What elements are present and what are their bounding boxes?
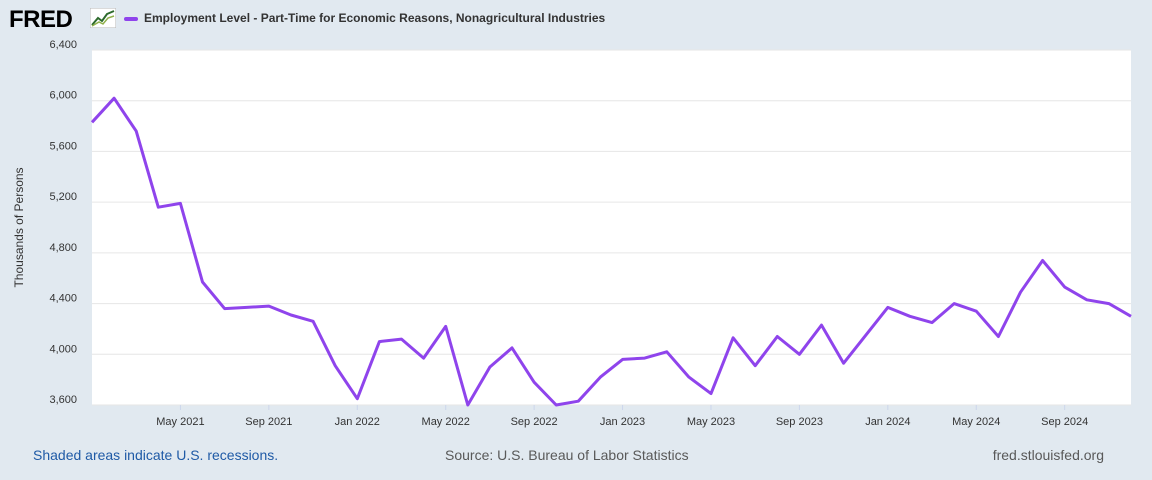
data-point[interactable] [1017, 288, 1025, 296]
data-point[interactable] [751, 362, 759, 370]
data-point[interactable] [906, 312, 914, 320]
data-point[interactable] [884, 303, 892, 311]
site-link[interactable]: fred.stlouisfed.org [992, 447, 1104, 463]
data-point[interactable] [818, 321, 826, 329]
plot-area [92, 50, 1131, 405]
x-tick-label: May 2021 [156, 416, 204, 428]
x-tick-label: Jan 2022 [335, 416, 380, 428]
data-point[interactable] [950, 300, 958, 308]
data-point[interactable] [641, 354, 649, 362]
legend-swatch [124, 17, 138, 21]
data-point[interactable] [88, 118, 96, 126]
data-point[interactable] [707, 390, 715, 398]
y-tick-label: 4,800 [49, 242, 77, 254]
x-tick-label: May 2024 [952, 416, 1000, 428]
data-point[interactable] [972, 307, 980, 315]
data-point[interactable] [398, 335, 406, 343]
data-point[interactable] [154, 203, 162, 211]
data-point[interactable] [663, 348, 671, 356]
data-point[interactable] [265, 302, 273, 310]
line-chart: 3,600 4,000 4,400 4,800 5,200 5,600 6,000 6,400… [12, 39, 1135, 428]
data-point[interactable] [1039, 257, 1047, 265]
y-tick-label: 6,000 [49, 90, 77, 102]
y-tick-label: 4,400 [49, 293, 77, 305]
source-note[interactable]: Source: U.S. Bureau of Labor Statistics [445, 447, 689, 463]
data-point[interactable] [375, 338, 383, 346]
data-point[interactable] [331, 362, 339, 370]
data-point[interactable] [420, 354, 428, 362]
data-point[interactable] [243, 303, 251, 311]
data-point[interactable] [287, 311, 295, 319]
data-point[interactable] [1061, 283, 1069, 291]
x-tick-label: Sep 2023 [776, 416, 823, 428]
y-tick-label: 5,600 [49, 140, 77, 152]
fred-logo[interactable]: FRED [9, 6, 73, 33]
data-point[interactable] [1083, 296, 1091, 304]
data-point[interactable] [795, 350, 803, 358]
data-point[interactable] [729, 334, 737, 342]
x-axis-tick-labels: May 2021 Sep 2021 Jan 2022 May 2022 Sep 2022… [156, 405, 1088, 428]
y-axis-label: Thousands of Persons [12, 167, 26, 287]
x-tick-label: May 2022 [422, 416, 470, 428]
series-line[interactable] [90, 96, 1132, 407]
data-point[interactable] [508, 344, 516, 352]
data-point[interactable] [176, 199, 184, 207]
x-tick-label: May 2023 [687, 416, 735, 428]
y-tick-label: 4,000 [49, 343, 77, 355]
x-tick-label: Sep 2024 [1041, 416, 1088, 428]
y-tick-label: 5,200 [49, 191, 77, 203]
chart-line-icon [90, 8, 116, 28]
gridlines [92, 49, 1131, 406]
y-axis-tick-labels: 3,600 4,000 4,400 4,800 5,200 5,600 6,000 6,400 [49, 39, 77, 406]
data-point[interactable] [221, 305, 229, 313]
legend-series-label[interactable]: Employment Level - Part-Time for Economi… [144, 11, 606, 25]
data-point[interactable] [619, 355, 627, 363]
data-point[interactable] [994, 333, 1002, 341]
data-point[interactable] [199, 278, 207, 286]
data-point[interactable] [862, 331, 870, 339]
data-point[interactable] [840, 359, 848, 367]
data-point[interactable] [928, 319, 936, 327]
y-tick-label: 6,400 [49, 39, 77, 51]
data-point[interactable] [552, 401, 560, 409]
x-tick-label: Jan 2023 [600, 416, 645, 428]
data-point[interactable] [596, 373, 604, 381]
data-point[interactable] [773, 333, 781, 341]
y-tick-label: 3,600 [49, 394, 77, 406]
data-point[interactable] [132, 127, 140, 135]
x-tick-label: Sep 2021 [245, 416, 292, 428]
data-point[interactable] [353, 395, 361, 403]
data-point[interactable] [574, 397, 582, 405]
data-point[interactable] [1105, 300, 1113, 308]
data-point[interactable] [442, 322, 450, 330]
data-point[interactable] [1127, 312, 1135, 320]
data-point[interactable] [486, 363, 494, 371]
data-point[interactable] [464, 401, 472, 409]
chart-header: FRED Employment Level - Part-Time for Ec… [0, 0, 1152, 40]
data-point[interactable] [530, 378, 538, 386]
data-point[interactable] [110, 94, 118, 102]
recession-note: Shaded areas indicate U.S. recessions. [33, 447, 279, 463]
x-tick-label: Sep 2022 [511, 416, 558, 428]
data-point[interactable] [685, 373, 693, 381]
data-point[interactable] [309, 317, 317, 325]
x-tick-label: Jan 2024 [865, 416, 910, 428]
